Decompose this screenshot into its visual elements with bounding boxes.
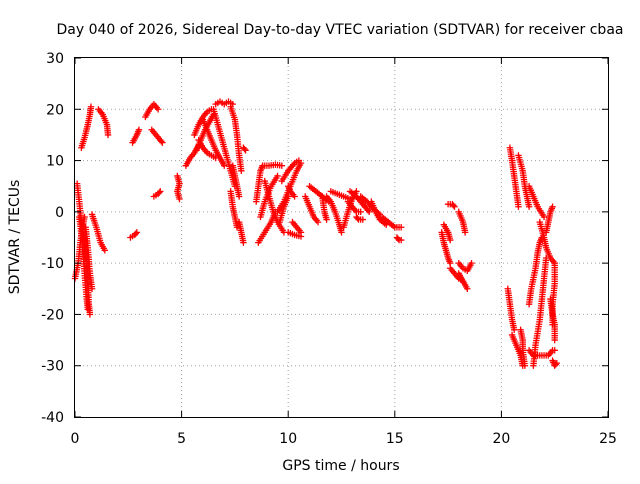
data-point (274, 172, 281, 180)
plot-frame (74, 57, 609, 418)
data-point (86, 311, 94, 318)
data-point (553, 359, 561, 367)
data-point (450, 202, 457, 209)
data-point (397, 224, 405, 231)
y-tick-label: 30 (46, 51, 64, 67)
data-point (176, 195, 183, 203)
data-point (323, 216, 330, 223)
y-tick-label: 0 (55, 205, 64, 221)
data-point (510, 326, 518, 334)
data-point (521, 362, 529, 369)
data-points (71, 98, 561, 369)
data-point (359, 216, 367, 223)
data-point (278, 162, 286, 169)
data-point (133, 229, 141, 236)
data-point (338, 229, 345, 236)
y-axis-label: SDTVAR / TECUs (7, 180, 23, 295)
y-tick-label: -30 (41, 359, 64, 375)
x-axis-label: GPS time / hours (282, 458, 399, 474)
data-point (357, 208, 364, 216)
chart-title: Day 040 of 2026, Sidereal Day-to-day VTE… (57, 22, 624, 38)
data-point (552, 361, 559, 368)
data-point (88, 285, 96, 292)
y-tick-label: 10 (46, 154, 64, 170)
data-point (104, 131, 112, 139)
data-point (238, 167, 245, 175)
data-point (221, 162, 228, 169)
data-point (87, 103, 95, 110)
x-tick-label: 25 (599, 431, 617, 447)
x-tick-label: 10 (279, 431, 297, 447)
data-point (540, 213, 548, 221)
data-point (84, 306, 91, 313)
axis-ticks (74, 57, 609, 418)
data-point (549, 203, 556, 210)
data-point (468, 259, 475, 267)
data-point (101, 247, 109, 254)
x-tick-label: 5 (177, 431, 186, 447)
data-point (285, 193, 292, 200)
data-point (159, 139, 166, 146)
data-point (154, 106, 162, 113)
data-point (135, 126, 143, 133)
data-point (525, 203, 533, 210)
data-point (297, 229, 305, 236)
y-tick-label: -20 (41, 307, 64, 323)
x-tick-label: 15 (386, 431, 404, 447)
data-point (158, 138, 165, 145)
data-point (156, 189, 163, 196)
data-point (394, 235, 402, 242)
data-point (447, 236, 454, 244)
data-point (549, 321, 556, 328)
y-tick-labels: -40 -30 -20 -10 0 10 20 30 (41, 51, 64, 426)
data-point (240, 239, 247, 246)
x-tick-labels: 0 5 10 15 20 25 (71, 431, 617, 447)
data-point (366, 208, 373, 216)
y-tick-label: -10 (41, 256, 64, 272)
data-point (242, 147, 249, 154)
data-point (241, 145, 248, 153)
data-point (397, 236, 405, 244)
grid-layer (75, 58, 608, 417)
data-point (461, 229, 469, 236)
data-point (551, 336, 558, 344)
data-point (235, 193, 243, 200)
x-tick-label: 0 (71, 431, 80, 447)
data-point (464, 285, 471, 292)
data-point (451, 203, 458, 210)
data-point (551, 347, 558, 354)
y-tick-label: 20 (46, 102, 64, 118)
data-point (157, 188, 164, 195)
data-point (515, 203, 522, 210)
x-tick-label: 20 (492, 431, 510, 447)
y-tick-label: -40 (41, 410, 64, 426)
data-point (291, 193, 298, 200)
data-point (132, 230, 139, 237)
data-point (354, 215, 361, 222)
data-point (314, 218, 322, 226)
data-point (295, 157, 303, 164)
